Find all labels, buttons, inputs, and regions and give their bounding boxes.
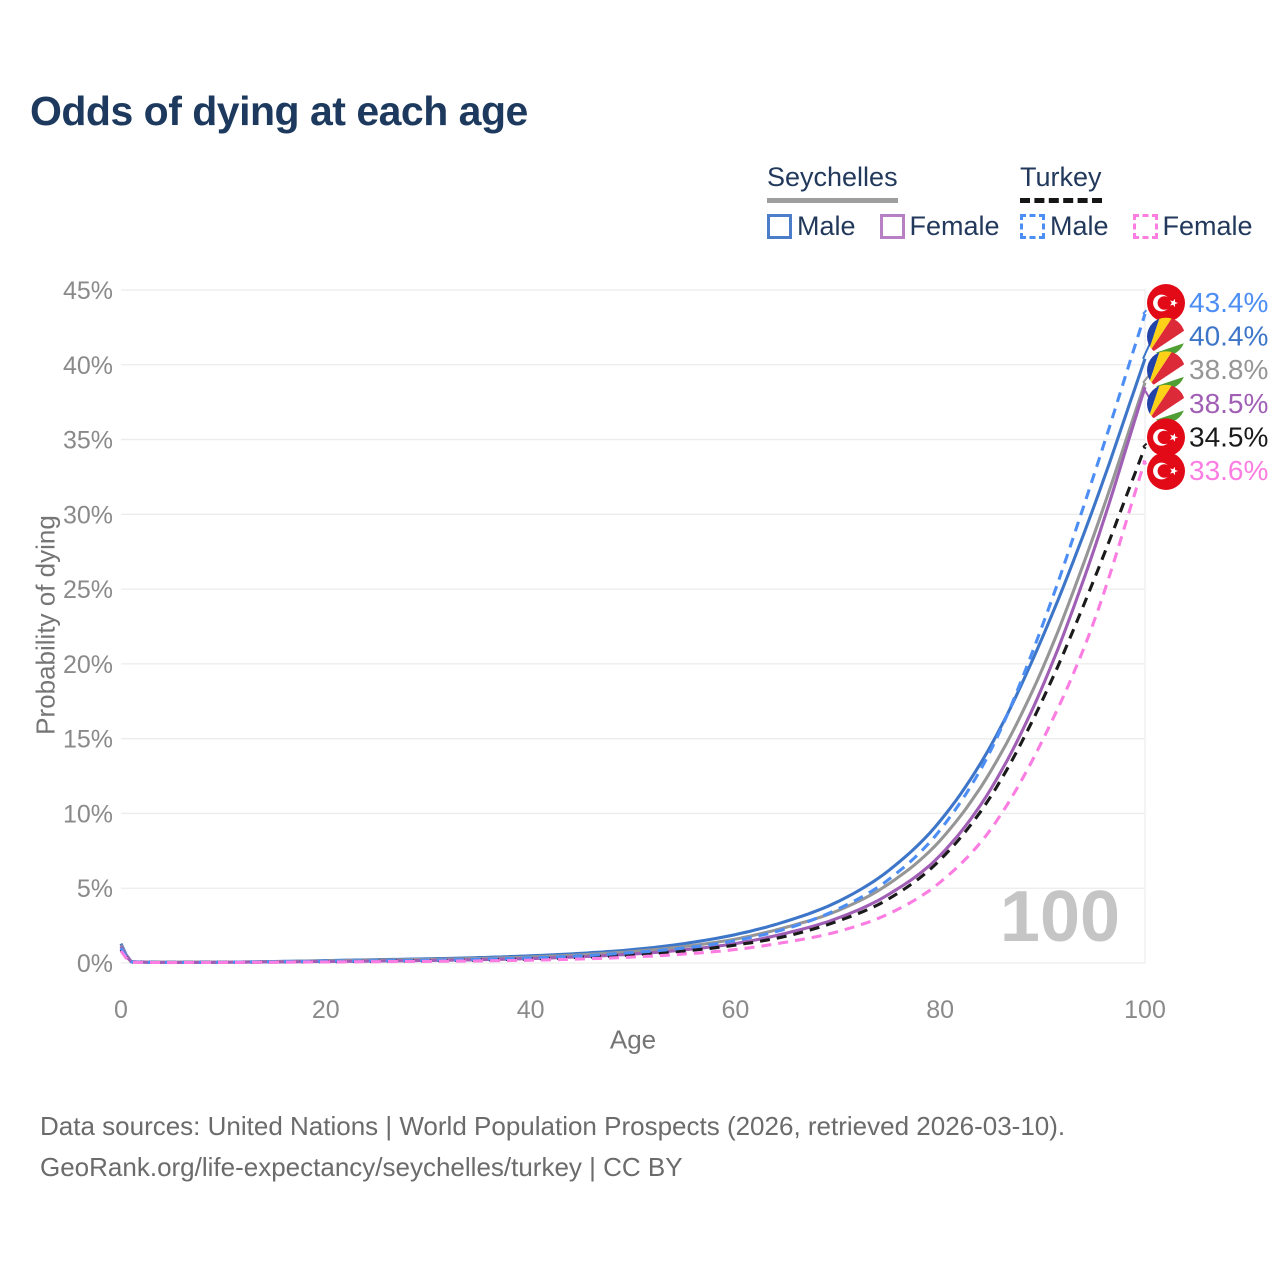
seychelles-flag-icon — [1147, 351, 1185, 390]
legend-country-turkey[interactable]: Turkey — [1020, 162, 1102, 204]
legend-swatch-seychelles-female-icon — [879, 214, 905, 240]
x-tick-20: 20 — [312, 996, 340, 1024]
y-tick-25: 25% — [63, 576, 113, 604]
x-tick-80: 80 — [926, 996, 954, 1024]
footer-sources: Data sources: United Nations | World Pop… — [40, 1111, 1066, 1141]
end-label-turkey-male: 43.4% — [1189, 287, 1268, 318]
footer: Data sources: United Nations | World Pop… — [40, 1106, 1065, 1188]
line-turkey-female[interactable] — [119, 460, 1147, 965]
legend-item-turkey-male[interactable]: Male — [1020, 211, 1109, 242]
seychelles-flag-icon — [1147, 317, 1185, 356]
legend-items-turkey: Male Female — [1020, 211, 1277, 242]
end-label-turkey-total: 34.5% — [1189, 421, 1268, 452]
legend-label-turkey-male: Male — [1050, 211, 1109, 242]
end-label-turkey-female: 33.6% — [1189, 455, 1268, 486]
y-tick-15: 15% — [63, 726, 113, 754]
turkey-flag-icon — [1147, 452, 1185, 490]
legend-label-seychelles-male: Male — [797, 211, 856, 242]
legend-label-turkey-female: Female — [1162, 211, 1253, 242]
legend-group-seychelles: Seychelles Male Female — [767, 162, 1024, 242]
y-tick-30: 30% — [63, 501, 113, 529]
line-seychelles-total[interactable] — [119, 382, 1147, 964]
y-axis-title: Probability of dying — [30, 515, 61, 735]
footer-attribution: GeoRank.org/life-expectancy/seychelles/t… — [40, 1152, 683, 1182]
chart-title: Odds of dying at each age — [30, 88, 528, 134]
line-seychelles-male[interactable] — [119, 358, 1147, 964]
legend-items-seychelles: Male Female — [767, 211, 1024, 242]
y-tick-45: 45% — [63, 277, 113, 305]
turkey-flag-icon — [1147, 418, 1185, 457]
x-tick-60: 60 — [721, 996, 749, 1024]
legend-swatch-seychelles-male-icon — [767, 214, 792, 240]
end-label-seychelles-male: 40.4% — [1189, 321, 1268, 352]
y-tick-20: 20% — [63, 651, 113, 679]
y-tick-0: 0% — [77, 950, 113, 978]
line-turkey-total[interactable] — [119, 446, 1147, 964]
chart-svg: 0% 5% 10% 15% 20% 25% 30% 35% 40% 45% 0 20 40 60 80 100… — [63, 277, 1268, 1024]
legend-swatch-turkey-male-icon — [1020, 214, 1045, 240]
x-tick-100: 100 — [1124, 996, 1166, 1024]
turkey-flag-icon — [1147, 284, 1185, 322]
age-watermark: 100 — [1000, 877, 1120, 957]
line-turkey-male[interactable] — [119, 313, 1147, 964]
legend-item-seychelles-female[interactable]: Female — [879, 211, 1000, 242]
x-axis-title: Age — [609, 1024, 657, 1055]
legend-swatch-turkey-female-icon — [1132, 214, 1158, 240]
legend-label-seychelles-female: Female — [909, 211, 1000, 242]
legend-item-seychelles-male[interactable]: Male — [767, 211, 856, 242]
legend-country-seychelles[interactable]: Seychelles — [767, 162, 898, 204]
legend-item-turkey-female[interactable]: Female — [1132, 211, 1253, 242]
y-tick-35: 35% — [63, 427, 113, 455]
legend-group-turkey: Turkey Male Female — [1020, 162, 1277, 242]
y-tick-5: 5% — [77, 875, 113, 903]
y-tick-10: 10% — [63, 800, 113, 828]
end-label-seychelles-total: 38.8% — [1189, 354, 1268, 385]
seychelles-flag-icon — [1147, 384, 1185, 423]
line-seychelles-female[interactable] — [119, 386, 1147, 964]
y-tick-40: 40% — [63, 352, 113, 380]
end-label-seychelles-female: 38.5% — [1189, 388, 1268, 419]
x-tick-0: 0 — [114, 996, 128, 1024]
x-tick-40: 40 — [517, 996, 545, 1024]
